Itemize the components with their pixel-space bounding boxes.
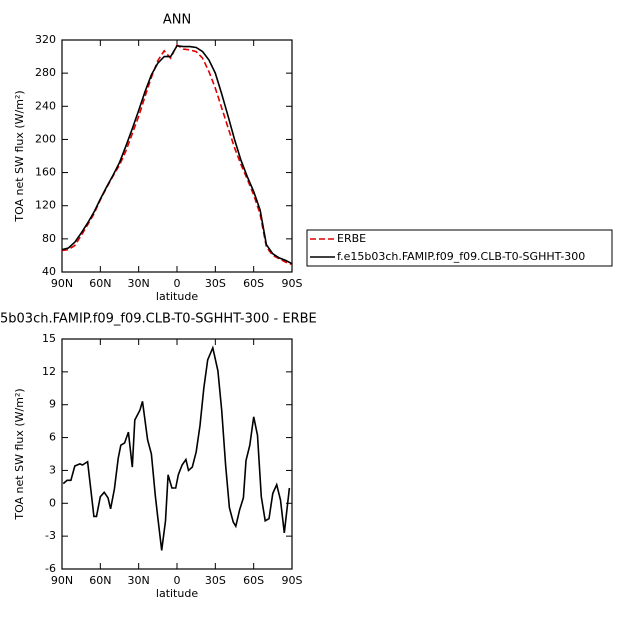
y-axis-label: TOA net SW flux (W/m²) xyxy=(13,90,26,222)
y-tick-label: 6 xyxy=(49,431,56,444)
chart-title: ANN xyxy=(163,13,191,28)
y-tick-label: 15 xyxy=(42,332,56,345)
x-tick-label: 60S xyxy=(243,277,264,290)
x-tick-label: 30N xyxy=(128,574,150,587)
y-tick-label: 120 xyxy=(35,199,56,212)
x-tick-label: 30S xyxy=(205,574,226,587)
x-tick-label: 0 xyxy=(174,277,181,290)
data-line xyxy=(61,43,293,266)
plot-frame xyxy=(61,338,293,570)
y-tick-label: 280 xyxy=(35,66,56,79)
plot-frame xyxy=(61,39,293,273)
y-tick-label: 320 xyxy=(35,33,56,46)
x-tick-label: 60N xyxy=(89,277,111,290)
legend-box xyxy=(306,229,613,267)
y-tick-label: 0 xyxy=(49,496,56,509)
x-tick-label: 30S xyxy=(205,277,226,290)
y-tick-label: 240 xyxy=(35,99,56,112)
x-axis-label: latitude xyxy=(156,587,198,600)
chart-title: 5b03ch.FAMIP.f09_f09.CLB-T0-SGHHT-300 - … xyxy=(0,312,317,327)
x-tick-label: 90S xyxy=(282,574,303,587)
y-axis-label: TOA net SW flux (W/m²) xyxy=(13,388,26,520)
data-line xyxy=(61,44,293,265)
y-tick-label: 160 xyxy=(35,166,56,179)
y-tick-label: 12 xyxy=(42,365,56,378)
y-tick-label: 9 xyxy=(49,398,56,411)
x-tick-label: 90S xyxy=(282,277,303,290)
x-tick-label: 0 xyxy=(174,574,181,587)
x-tick-label: 60N xyxy=(89,574,111,587)
x-tick-label: 60S xyxy=(243,574,264,587)
y-tick-label: 40 xyxy=(42,265,56,278)
y-tick-label: -3 xyxy=(45,529,56,542)
y-tick-label: 80 xyxy=(42,232,56,245)
y-tick-label: 3 xyxy=(49,463,56,476)
legend-label: f.e15b03ch.FAMIP.f09_f09.CLB-T0-SGHHT-30… xyxy=(337,250,585,263)
x-tick-label: 90N xyxy=(51,277,73,290)
y-tick-label: -6 xyxy=(45,562,56,575)
x-axis-label: latitude xyxy=(156,290,198,303)
x-tick-label: 90N xyxy=(51,574,73,587)
x-tick-label: 30N xyxy=(128,277,150,290)
data-line xyxy=(62,345,291,551)
legend-label: ERBE xyxy=(337,232,366,245)
y-tick-label: 200 xyxy=(35,132,56,145)
